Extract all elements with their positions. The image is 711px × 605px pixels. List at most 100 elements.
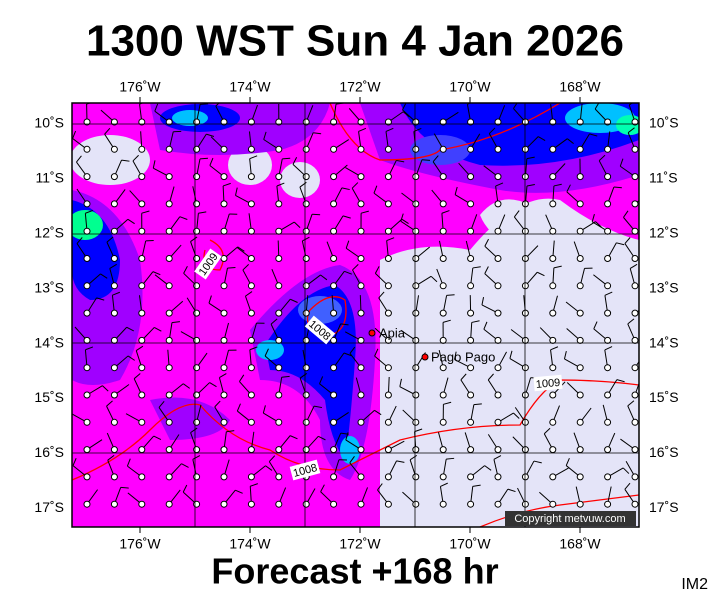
station [358,256,364,262]
y-label: 17˚S [649,499,679,515]
station [276,228,282,234]
station [84,365,90,371]
station [632,283,638,289]
station [139,337,145,343]
station [139,174,145,180]
station [111,337,117,343]
station [331,337,337,343]
station [139,501,145,507]
station [440,419,446,425]
place-label: Apia [379,325,406,340]
station [413,501,419,507]
station [522,474,528,480]
station [358,365,364,371]
station [221,392,227,398]
station [632,474,638,480]
station [248,474,254,480]
station [550,146,556,152]
station [331,146,337,152]
station [303,447,309,453]
station [632,256,638,262]
station [413,474,419,480]
station [550,419,556,425]
station [550,256,556,262]
station [331,174,337,180]
station [84,201,90,207]
station [111,146,117,152]
station [468,474,474,480]
station [331,228,337,234]
station [385,174,391,180]
station [221,310,227,316]
station [468,201,474,207]
station [221,256,227,262]
station [495,392,501,398]
station [358,392,364,398]
barb-flag [447,295,455,296]
station [468,310,474,316]
station [303,392,309,398]
station [468,283,474,289]
station [111,310,117,316]
station [632,310,638,316]
station [440,474,446,480]
barb-flag [650,304,656,309]
station [276,365,282,371]
station [276,283,282,289]
station [139,201,145,207]
station [550,337,556,343]
station [276,392,282,398]
station [577,337,583,343]
station [440,310,446,316]
station [166,419,172,425]
station [166,283,172,289]
station [194,256,200,262]
station [577,365,583,371]
station [331,447,337,453]
station [303,256,309,262]
station [276,146,282,152]
station [221,365,227,371]
x-label: 176˚W [119,536,161,552]
station [194,283,200,289]
station [468,392,474,398]
station [139,146,145,152]
y-label: 13˚S [34,279,64,295]
station [632,337,638,343]
station [385,447,391,453]
station [331,256,337,262]
station [495,365,501,371]
station [194,501,200,507]
station [413,419,419,425]
station [221,501,227,507]
station [358,447,364,453]
y-label: 10˚S [34,115,64,131]
station [550,474,556,480]
station [440,392,446,398]
y-label: 14˚S [649,334,679,350]
station [84,174,90,180]
station [248,392,254,398]
station [577,201,583,207]
station [139,447,145,453]
station [84,146,90,152]
x-label: 174˚W [229,79,271,95]
x-label: 168˚W [559,536,601,552]
station [440,501,446,507]
station [495,174,501,180]
station [577,228,583,234]
station [385,474,391,480]
station [194,419,200,425]
station [221,283,227,289]
station [385,392,391,398]
station [522,228,528,234]
station [221,419,227,425]
station [605,228,611,234]
y-label: 12˚S [34,225,64,241]
station [166,474,172,480]
station [577,419,583,425]
station [139,256,145,262]
station [495,228,501,234]
station [303,337,309,343]
station [111,228,117,234]
